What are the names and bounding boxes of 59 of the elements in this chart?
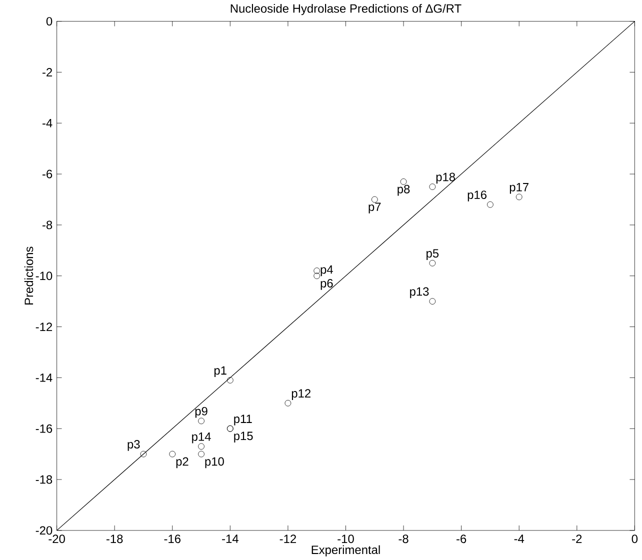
x-tick-label: -18 xyxy=(106,534,123,543)
annotation: p14 xyxy=(192,432,211,444)
annotation: p8 xyxy=(398,184,410,196)
y-tick-label: -18 xyxy=(36,475,52,484)
point xyxy=(226,376,234,384)
annotation: p9 xyxy=(195,406,208,418)
point xyxy=(371,196,378,202)
point xyxy=(198,450,204,458)
x-tick-label: -20 xyxy=(48,534,65,543)
annotation: p1 xyxy=(214,366,226,377)
y-tick-label: -12 xyxy=(36,322,52,331)
point xyxy=(429,183,436,190)
annotation: p4 xyxy=(320,265,333,276)
annotation: p17 xyxy=(510,182,528,194)
x-tick-label: -10 xyxy=(338,534,354,543)
point xyxy=(198,418,204,424)
y-axis-title: Predictions xyxy=(24,246,34,304)
point xyxy=(198,443,204,450)
x-tick-label: -14 xyxy=(222,534,238,543)
point xyxy=(429,260,436,266)
annotation: p7 xyxy=(368,202,381,214)
x-tick-label: -8 xyxy=(398,534,408,543)
annotation: p12 xyxy=(292,388,310,400)
annotation: p11 xyxy=(234,414,252,426)
y-tick-label: 0 xyxy=(46,16,52,26)
chart-title: Nucleoside Hydrolase Predictions of ΔG/RT xyxy=(230,4,462,15)
x-axis-title: Experimental xyxy=(312,545,380,556)
y-tick-label: -20 xyxy=(36,526,52,534)
annotation: p13 xyxy=(410,287,429,298)
annotation: p6 xyxy=(320,278,333,290)
point xyxy=(487,201,494,208)
point xyxy=(169,450,176,458)
point xyxy=(516,194,522,200)
point xyxy=(140,450,147,458)
x-tick-label: 0 xyxy=(632,534,638,543)
point xyxy=(314,267,320,274)
annotation: p5 xyxy=(426,249,439,260)
y-tick-label: -10 xyxy=(36,271,52,280)
annotation: p15 xyxy=(234,432,253,442)
annotation: p2 xyxy=(176,457,188,468)
y-tick-label: -14 xyxy=(36,373,52,382)
y-tick-label: -4 xyxy=(42,118,52,128)
point xyxy=(314,272,320,279)
x-tick-label: -6 xyxy=(456,534,466,543)
y-tick-label: -6 xyxy=(42,170,52,178)
annotation: p16 xyxy=(468,190,486,202)
point xyxy=(429,298,436,304)
y-tick-label: -16 xyxy=(36,424,52,433)
annotation: p3 xyxy=(128,440,140,451)
annotation: p10 xyxy=(205,457,224,468)
x-tick-label: -16 xyxy=(164,534,180,543)
y-tick-label: -2 xyxy=(42,68,52,76)
x-tick-label: -2 xyxy=(572,534,582,543)
y-tick-label: -8 xyxy=(42,220,52,229)
point xyxy=(400,178,407,185)
x-tick-label: -12 xyxy=(280,534,296,543)
x-tick-label: -4 xyxy=(514,534,524,543)
point xyxy=(284,400,292,406)
annotation: p18 xyxy=(436,172,456,184)
